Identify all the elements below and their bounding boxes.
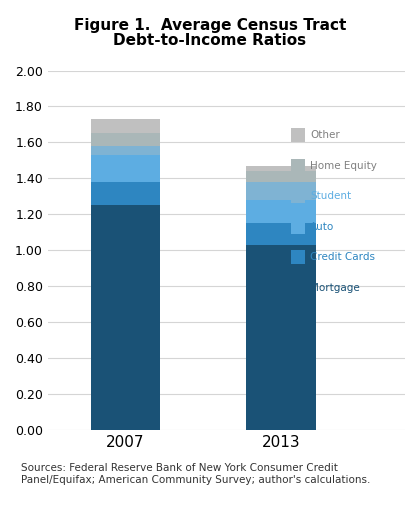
Text: Auto: Auto <box>310 222 335 232</box>
Text: Figure 1.  Average Census Tract: Figure 1. Average Census Tract <box>74 18 346 33</box>
Bar <box>246 223 316 245</box>
FancyBboxPatch shape <box>291 220 305 234</box>
Bar <box>91 155 160 182</box>
FancyBboxPatch shape <box>291 159 305 173</box>
Bar <box>246 200 316 223</box>
FancyBboxPatch shape <box>291 250 305 265</box>
Bar <box>246 245 316 430</box>
Text: Other: Other <box>310 130 340 140</box>
Bar <box>246 182 316 200</box>
Text: Credit Cards: Credit Cards <box>310 252 375 262</box>
Bar <box>91 205 160 430</box>
Text: Home Equity: Home Equity <box>310 161 377 171</box>
Bar <box>91 146 160 155</box>
Text: Debt-to-Income Ratios: Debt-to-Income Ratios <box>113 33 307 48</box>
Bar <box>91 133 160 146</box>
Bar <box>246 166 316 171</box>
Text: Sources: Federal Reserve Bank of New York Consumer Credit
Panel/Equifax; America: Sources: Federal Reserve Bank of New Yor… <box>21 463 370 485</box>
Bar <box>91 119 160 133</box>
FancyBboxPatch shape <box>291 281 305 295</box>
Text: Student: Student <box>310 191 352 201</box>
FancyBboxPatch shape <box>291 128 305 142</box>
Text: Mortgage: Mortgage <box>310 283 360 293</box>
Bar <box>246 171 316 182</box>
FancyBboxPatch shape <box>291 189 305 204</box>
Bar <box>91 182 160 205</box>
